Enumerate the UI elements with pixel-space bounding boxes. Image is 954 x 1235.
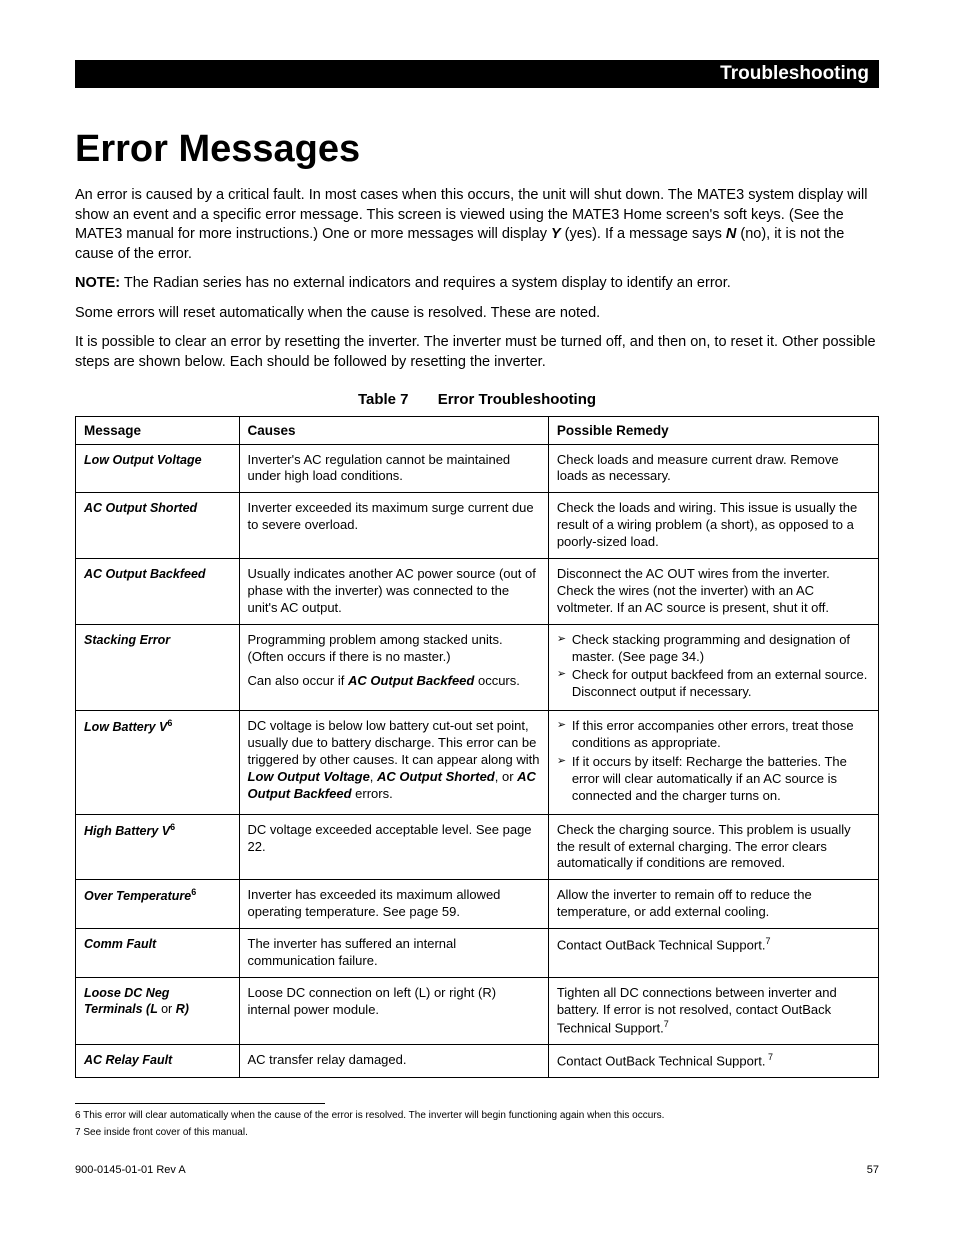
table-row: Low Battery V6 DC voltage is below low b… <box>76 711 879 814</box>
msg-cell: Comm Fault <box>76 929 240 978</box>
msg-cell: Over Temperature6 <box>76 880 240 929</box>
intro-bold-y: Y <box>551 226 561 242</box>
table-row: AC Relay Fault AC transfer relay damaged… <box>76 1044 879 1077</box>
intro-paragraph-1: An error is caused by a critical fault. … <box>75 186 879 264</box>
cause-cell: Inverter's AC regulation cannot be maint… <box>239 444 548 493</box>
msg-cell: Stacking Error <box>76 624 240 711</box>
cause-cell: Programming problem among stacked units.… <box>239 624 548 711</box>
remedy-cell: Contact OutBack Technical Support.7 <box>548 929 878 978</box>
header-causes: Causes <box>239 416 548 444</box>
remedy-cell: Check the charging source. This problem … <box>548 814 878 880</box>
msg-cell: High Battery V6 <box>76 814 240 880</box>
table-caption: Table 7 Error Troubleshooting <box>75 391 879 408</box>
intro-paragraph-2: Some errors will reset automatically whe… <box>75 304 879 324</box>
cause-cell: Inverter has exceeded its maximum allowe… <box>239 880 548 929</box>
table-row: Comm Fault The inverter has suffered an … <box>76 929 879 978</box>
table-title: Error Troubleshooting <box>438 391 596 408</box>
footnote-ref: 7 <box>765 1052 773 1062</box>
cause-cell: Loose DC connection on left (L) or right… <box>239 977 548 1044</box>
footnote-ref: 7 <box>765 936 770 946</box>
table-row: Over Temperature6 Inverter has exceeded … <box>76 880 879 929</box>
page-number: 57 <box>867 1164 879 1176</box>
note-text: The Radian series has no external indica… <box>120 275 731 291</box>
note-paragraph: NOTE: The Radian series has no external … <box>75 274 879 294</box>
remedy-list: Check stacking programming and designati… <box>557 632 870 702</box>
page-title: Error Messages <box>75 128 879 171</box>
cause-text: Programming problem among stacked units.… <box>248 632 540 666</box>
cause-cell: DC voltage exceeded acceptable level. Se… <box>239 814 548 880</box>
remedy-cell: Tighten all DC connections between inver… <box>548 977 878 1044</box>
remedy-item: Check stacking programming and designati… <box>557 632 870 666</box>
footnote-ref: 6 <box>191 887 196 897</box>
error-table: Message Causes Possible Remedy Low Outpu… <box>75 416 879 1079</box>
cause-text: Can also occur if AC Output Backfeed occ… <box>248 673 540 690</box>
remedy-cell: Contact OutBack Technical Support. 7 <box>548 1044 878 1077</box>
page-footer: 900-0145-01-01 Rev A 57 <box>75 1164 879 1176</box>
remedy-item: Check for output backfeed from an extern… <box>557 667 870 701</box>
cause-cell: AC transfer relay damaged. <box>239 1044 548 1077</box>
intro-bold-n: N <box>726 226 736 242</box>
intro-paragraph-3: It is possible to clear an error by rese… <box>75 333 879 372</box>
table-number: Table 7 <box>358 391 409 408</box>
cause-cell: The inverter has suffered an internal co… <box>239 929 548 978</box>
msg-cell: Loose DC Neg Terminals (L or R) <box>76 977 240 1044</box>
remedy-cell: Check stacking programming and designati… <box>548 624 878 711</box>
doc-revision: 900-0145-01-01 Rev A <box>75 1164 186 1176</box>
table-row: Stacking Error Programming problem among… <box>76 624 879 711</box>
remedy-cell: Check loads and measure current draw. Re… <box>548 444 878 493</box>
note-label: NOTE: <box>75 275 120 291</box>
msg-cell: Low Battery V6 <box>76 711 240 814</box>
remedy-cell: Disconnect the AC OUT wires from the inv… <box>548 558 878 624</box>
remedy-cell: Allow the inverter to remain off to redu… <box>548 880 878 929</box>
cause-cell: DC voltage is below low battery cut-out … <box>239 711 548 814</box>
remedy-item: If it occurs by itself: Recharge the bat… <box>557 754 870 805</box>
remedy-list: If this error accompanies other errors, … <box>557 718 870 804</box>
cause-cell: Inverter exceeded its maximum surge curr… <box>239 493 548 559</box>
remedy-item: If this error accompanies other errors, … <box>557 718 870 752</box>
header-message: Message <box>76 416 240 444</box>
table-row: AC Output Backfeed Usually indicates ano… <box>76 558 879 624</box>
section-title: Troubleshooting <box>75 60 879 88</box>
table-row: High Battery V6 DC voltage exceeded acce… <box>76 814 879 880</box>
msg-cell: AC Output Backfeed <box>76 558 240 624</box>
intro-text: (yes). If a message says <box>561 226 726 242</box>
remedy-cell: Check the loads and wiring. This issue i… <box>548 493 878 559</box>
header-remedy: Possible Remedy <box>548 416 878 444</box>
cause-cell: Usually indicates another AC power sourc… <box>239 558 548 624</box>
table-row: AC Output Shorted Inverter exceeded its … <box>76 493 879 559</box>
footnote-ref: 6 <box>167 718 172 728</box>
header-bar: Troubleshooting <box>75 60 879 88</box>
footnote-7: 7 See inside front cover of this manual. <box>75 1126 879 1139</box>
msg-cell: AC Output Shorted <box>76 493 240 559</box>
msg-cell: Low Output Voltage <box>76 444 240 493</box>
footnote-6: 6 This error will clear automatically wh… <box>75 1109 879 1122</box>
footnote-ref: 6 <box>170 822 175 832</box>
msg-cell: AC Relay Fault <box>76 1044 240 1077</box>
table-row: Loose DC Neg Terminals (L or R) Loose DC… <box>76 977 879 1044</box>
table-header-row: Message Causes Possible Remedy <box>76 416 879 444</box>
footnote-separator <box>75 1103 325 1104</box>
table-row: Low Output Voltage Inverter's AC regulat… <box>76 444 879 493</box>
footnote-ref: 7 <box>664 1019 669 1029</box>
remedy-cell: If this error accompanies other errors, … <box>548 711 878 814</box>
